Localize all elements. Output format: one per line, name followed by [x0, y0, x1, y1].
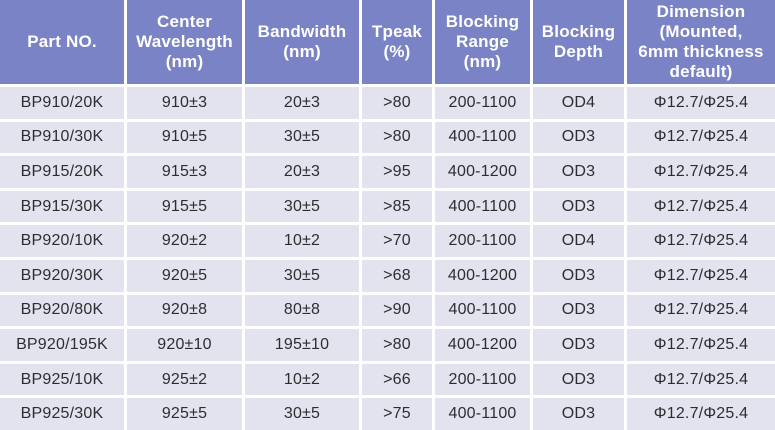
cell-part-no: BP920/80K [0, 294, 124, 327]
cell-dimension: Φ12.7/Φ25.4 [627, 329, 775, 361]
header-cell-blocking-range: Blocking Range (nm) [435, 0, 530, 84]
cell-part-no: BP915/30K [0, 190, 124, 223]
cell-dimension: Φ12.7/Φ25.4 [627, 156, 775, 188]
cell-bandwidth: 80±8 [245, 294, 359, 327]
cell-dimension: Φ12.7/Φ25.4 [627, 87, 775, 119]
cell-blocking-range: 400-1200 [435, 156, 530, 188]
cell-bandwidth: 10±2 [245, 363, 359, 396]
cell-dimension: Φ12.7/Φ25.4 [627, 363, 775, 396]
cell-blocking-depth: OD3 [533, 260, 624, 292]
cell-part-no: BP915/20K [0, 156, 124, 188]
cell-blocking-depth: OD3 [533, 121, 624, 154]
cell-tpeak: >80 [362, 121, 432, 154]
cell-part-no: BP920/30K [0, 260, 124, 292]
header-cell-tpeak: Tpeak (%) [362, 0, 432, 84]
cell-tpeak: >70 [362, 225, 432, 257]
cell-center-wavelength: 925±5 [127, 398, 242, 430]
cell-center-wavelength: 910±3 [127, 87, 242, 119]
cell-blocking-depth: OD3 [533, 156, 624, 188]
cell-bandwidth: 20±3 [245, 156, 359, 188]
cell-bandwidth: 195±10 [245, 329, 359, 361]
cell-blocking-range: 400-1100 [435, 190, 530, 223]
cell-tpeak: >80 [362, 329, 432, 361]
cell-tpeak: >80 [362, 87, 432, 119]
cell-blocking-depth: OD4 [533, 87, 624, 119]
cell-part-no: BP910/30K [0, 121, 124, 154]
cell-blocking-range: 200-1100 [435, 225, 530, 257]
cell-dimension: Φ12.7/Φ25.4 [627, 121, 775, 154]
cell-blocking-range: 400-1100 [435, 121, 530, 154]
cell-tpeak: >95 [362, 156, 432, 188]
cell-tpeak: >68 [362, 260, 432, 292]
cell-blocking-depth: OD3 [533, 398, 624, 430]
cell-dimension: Φ12.7/Φ25.4 [627, 190, 775, 223]
cell-part-no: BP920/195K [0, 329, 124, 361]
cell-center-wavelength: 925±2 [127, 363, 242, 396]
cell-tpeak: >90 [362, 294, 432, 327]
cell-center-wavelength: 920±8 [127, 294, 242, 327]
cell-part-no: BP910/20K [0, 87, 124, 119]
cell-dimension: Φ12.7/Φ25.4 [627, 260, 775, 292]
cell-bandwidth: 30±5 [245, 260, 359, 292]
cell-part-no: BP925/30K [0, 398, 124, 430]
cell-blocking-range: 400-1100 [435, 294, 530, 327]
cell-center-wavelength: 920±2 [127, 225, 242, 257]
cell-blocking-range: 400-1200 [435, 260, 530, 292]
cell-bandwidth: 30±5 [245, 398, 359, 430]
cell-tpeak: >75 [362, 398, 432, 430]
header-cell-bandwidth: Bandwidth (nm) [245, 0, 359, 84]
cell-center-wavelength: 915±3 [127, 156, 242, 188]
cell-bandwidth: 10±2 [245, 225, 359, 257]
header-cell-part-no: Part NO. [0, 0, 124, 84]
header-cell-center-wavelength: Center Wavelength (nm) [127, 0, 242, 84]
cell-bandwidth: 20±3 [245, 87, 359, 119]
cell-blocking-depth: OD4 [533, 225, 624, 257]
cell-dimension: Φ12.7/Φ25.4 [627, 398, 775, 430]
cell-blocking-range: 200-1100 [435, 363, 530, 396]
cell-center-wavelength: 915±5 [127, 190, 242, 223]
cell-dimension: Φ12.7/Φ25.4 [627, 294, 775, 327]
cell-blocking-depth: OD3 [533, 329, 624, 361]
cell-center-wavelength: 920±5 [127, 260, 242, 292]
cell-tpeak: >85 [362, 190, 432, 223]
cell-dimension: Φ12.7/Φ25.4 [627, 225, 775, 257]
cell-part-no: BP925/10K [0, 363, 124, 396]
header-cell-dimension: Dimension (Mounted, 6mm thickness defaul… [627, 0, 775, 84]
cell-blocking-depth: OD3 [533, 294, 624, 327]
cell-blocking-depth: OD3 [533, 363, 624, 396]
cell-blocking-depth: OD3 [533, 190, 624, 223]
cell-center-wavelength: 910±5 [127, 121, 242, 154]
cell-bandwidth: 30±5 [245, 121, 359, 154]
cell-blocking-range: 400-1200 [435, 329, 530, 361]
cell-tpeak: >66 [362, 363, 432, 396]
header-cell-blocking-depth: Blocking Depth [533, 0, 624, 84]
cell-blocking-range: 400-1100 [435, 398, 530, 430]
cell-bandwidth: 30±5 [245, 190, 359, 223]
cell-center-wavelength: 920±10 [127, 329, 242, 361]
cell-blocking-range: 200-1100 [435, 87, 530, 119]
cell-part-no: BP920/10K [0, 225, 124, 257]
